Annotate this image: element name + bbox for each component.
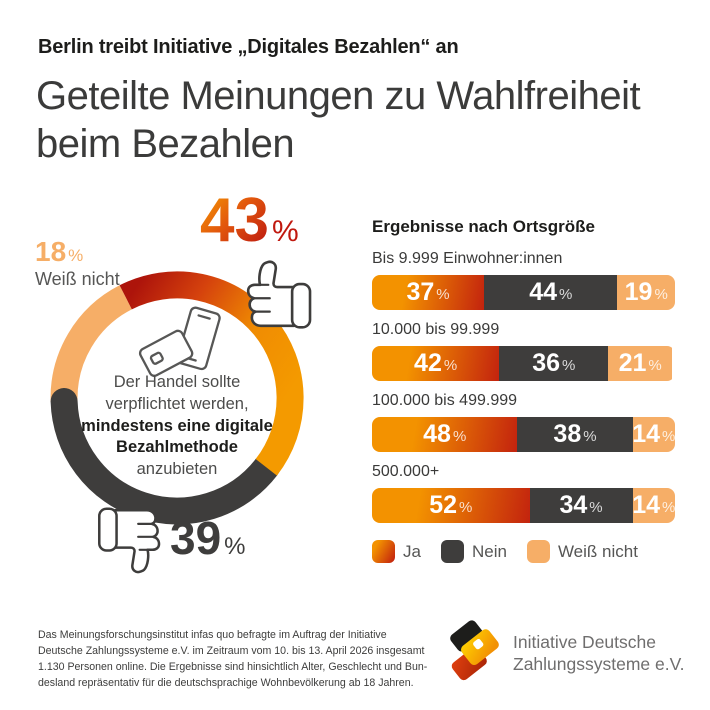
- bar-segment-ja: 52%: [372, 488, 530, 523]
- weiss-nicht-caption: Weiß nicht: [35, 269, 120, 289]
- logo-line: Zahlungssysteme e.V.: [513, 654, 685, 675]
- page-title: Geteilte Meinungen zu Wahlfreiheit beim …: [36, 72, 641, 168]
- ja-value: 43: [200, 186, 269, 255]
- legend-item: Weiß nicht: [526, 540, 638, 563]
- legend: Ja Nein Weiß nicht: [372, 540, 638, 563]
- bar-group-label: 500.000+: [372, 463, 440, 480]
- bar-segment-weiss: 14%: [632, 417, 675, 452]
- stacked-cards-logo-icon: [450, 620, 499, 681]
- footnote-line: desland repräsentativ für die deutschspr…: [38, 676, 414, 689]
- legend-label: Ja: [403, 541, 421, 561]
- donut-segment-nein: [50, 388, 280, 525]
- bar-segment-nein: 34%: [529, 488, 633, 523]
- thumbs-down-icon: [98, 507, 161, 574]
- bar-segment-ja: 37%: [372, 275, 485, 310]
- bar-segment-weiss: 19%: [617, 275, 675, 310]
- bar-groups: Bis 9.999 Einwohner:innen 37% 44% 19% 10…: [372, 250, 675, 534]
- nein-value: 39: [170, 512, 222, 564]
- logo-wordmark: Initiative Deutsche Zahlungssysteme e.V.: [513, 631, 685, 676]
- ja-unit: %: [271, 215, 299, 248]
- bar-segment-ja: 48%: [372, 417, 518, 452]
- donut-label-weiss-nicht: 18% Weiß nicht: [35, 236, 120, 290]
- bar-segment-nein: 44%: [484, 275, 618, 310]
- page-title-line-1: Geteilte Meinungen zu Wahlfreiheit: [36, 74, 641, 118]
- legend-label: Weiß nicht: [557, 541, 638, 561]
- donut-segment-weiss-nicht: [50, 285, 133, 402]
- donut-center-caption: Der Handel sollte verpflichtet werden, m…: [77, 372, 277, 481]
- caption-line-bold: mindestens eine digitale: [81, 416, 273, 435]
- page-title-line-2: beim Bezahlen: [36, 122, 295, 166]
- caption-line: anzubieten: [136, 460, 218, 479]
- bar-group-label: 100.000 bis 499.999: [372, 392, 518, 409]
- legend-label: Nein: [471, 541, 507, 561]
- footnote-line: Das Meinungsforschungsinstitut infas quo…: [38, 629, 387, 641]
- bar-segment-nein: 36%: [499, 346, 609, 381]
- weiss-nicht-value: 18: [35, 236, 67, 267]
- stacked-bar: 48% 38% 14%: [372, 417, 675, 452]
- stacked-bar: 42% 36% 21%: [372, 346, 675, 381]
- bar-segment-ja: 42%: [372, 346, 500, 381]
- bar-segment-weiss: 21%: [608, 346, 672, 381]
- legend-swatch: [440, 540, 464, 563]
- caption-line: verpflichtet werden,: [105, 394, 249, 413]
- legend-swatch: [372, 540, 395, 563]
- nein-unit: %: [224, 533, 246, 560]
- legend-swatch: [526, 540, 550, 563]
- donut-label-ja: 43%: [200, 190, 299, 252]
- legend-item: Nein: [440, 540, 507, 563]
- logo-line: Initiative Deutsche: [513, 632, 656, 652]
- payment-card-phone-icon: [138, 306, 221, 377]
- bars-section-title: Ergebnisse nach Ortsgröße: [372, 217, 595, 236]
- footnote-line: Deutsche Zahlungssysteme e.V. im Zeitrau…: [38, 644, 425, 657]
- stacked-bar: 37% 44% 19%: [372, 275, 675, 310]
- bar-segment-weiss: 14%: [632, 488, 675, 523]
- stacked-bar: 52% 34% 14%: [372, 488, 675, 523]
- bar-group-label: Bis 9.999 Einwohner:innen: [372, 250, 563, 267]
- methodology-footnote: Das Meinungsforschungsinstitut infas quo…: [38, 628, 440, 692]
- caption-line: Der Handel sollte: [113, 373, 241, 391]
- kicker-headline: Berlin treibt Initiative „Digitales Beza…: [38, 36, 459, 58]
- bar-group: 10.000 bis 99.999 42% 36% 21%: [372, 321, 675, 381]
- caption-line-bold: Bezahlmethode: [116, 438, 238, 457]
- legend-item: Ja: [372, 540, 421, 563]
- bar-group-label: 10.000 bis 99.999: [372, 321, 500, 338]
- bar-group: Bis 9.999 Einwohner:innen 37% 44% 19%: [372, 250, 675, 310]
- bar-segment-nein: 38%: [517, 417, 633, 452]
- weiss-nicht-unit: %: [68, 246, 84, 265]
- footnote-line: 1.130 Personen online. Die Ergebnisse si…: [38, 660, 428, 673]
- thumbs-up-icon: [246, 260, 312, 329]
- donut-label-nein: 39%: [170, 515, 246, 561]
- bar-group: 500.000+ 52% 34% 14%: [372, 463, 675, 523]
- bar-group: 100.000 bis 499.999 48% 38% 14%: [372, 392, 675, 452]
